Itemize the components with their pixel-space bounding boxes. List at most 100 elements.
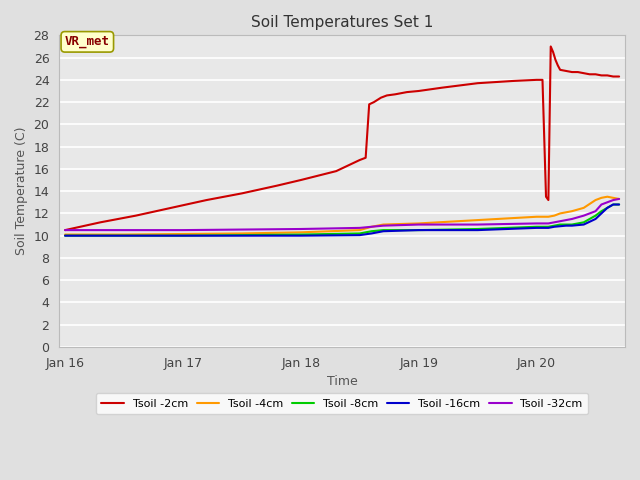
Tsoil -2cm bbox=[592, 72, 600, 77]
Tsoil -2cm bbox=[556, 67, 564, 72]
Tsoil -8cm bbox=[61, 233, 69, 239]
Tsoil -16cm bbox=[615, 202, 623, 207]
Tsoil -32cm bbox=[368, 224, 376, 229]
Tsoil -2cm bbox=[552, 57, 559, 63]
Tsoil -2cm bbox=[615, 73, 623, 79]
Tsoil -2cm bbox=[377, 95, 385, 100]
Tsoil -4cm bbox=[179, 231, 187, 237]
Tsoil -16cm bbox=[539, 225, 547, 231]
Tsoil -2cm bbox=[383, 93, 390, 98]
Tsoil -8cm bbox=[179, 233, 187, 239]
Tsoil -2cm bbox=[356, 157, 364, 163]
Tsoil -16cm bbox=[368, 230, 376, 236]
Tsoil -8cm bbox=[356, 230, 364, 236]
Tsoil -8cm bbox=[550, 223, 558, 228]
Tsoil -2cm bbox=[598, 72, 605, 78]
Tsoil -2cm bbox=[374, 97, 381, 103]
Tsoil -8cm bbox=[532, 224, 540, 229]
Tsoil -32cm bbox=[598, 202, 605, 207]
Tsoil -4cm bbox=[120, 232, 128, 238]
Tsoil -16cm bbox=[545, 225, 552, 231]
Text: VR_met: VR_met bbox=[65, 36, 110, 48]
Tsoil -8cm bbox=[580, 219, 588, 225]
Tsoil -4cm bbox=[380, 222, 387, 228]
Tsoil -8cm bbox=[380, 227, 387, 233]
Line: Tsoil -16cm: Tsoil -16cm bbox=[65, 204, 619, 236]
Tsoil -32cm bbox=[415, 222, 422, 228]
Legend: Tsoil -2cm, Tsoil -4cm, Tsoil -8cm, Tsoil -16cm, Tsoil -32cm: Tsoil -2cm, Tsoil -4cm, Tsoil -8cm, Tsoi… bbox=[96, 393, 588, 414]
Tsoil -32cm bbox=[580, 213, 588, 218]
Tsoil -16cm bbox=[556, 223, 564, 229]
X-axis label: Time: Time bbox=[326, 375, 358, 388]
Tsoil -2cm bbox=[580, 70, 588, 76]
Tsoil -8cm bbox=[556, 222, 564, 228]
Tsoil -4cm bbox=[238, 230, 246, 236]
Tsoil -2cm bbox=[532, 77, 540, 83]
Tsoil -32cm bbox=[592, 208, 600, 214]
Tsoil -4cm bbox=[615, 196, 623, 202]
Tsoil -2cm bbox=[562, 68, 570, 74]
Tsoil -2cm bbox=[554, 62, 562, 68]
Tsoil -16cm bbox=[238, 233, 246, 239]
Tsoil -4cm bbox=[556, 211, 564, 216]
Tsoil -32cm bbox=[238, 227, 246, 232]
Tsoil -2cm bbox=[132, 213, 140, 218]
Tsoil -4cm bbox=[539, 214, 547, 220]
Tsoil -4cm bbox=[545, 214, 552, 220]
Tsoil -8cm bbox=[474, 226, 481, 232]
Tsoil -2cm bbox=[167, 205, 175, 211]
Tsoil -2cm bbox=[362, 155, 369, 161]
Tsoil -32cm bbox=[545, 220, 552, 226]
Tsoil -2cm bbox=[203, 197, 211, 203]
Tsoil -4cm bbox=[609, 195, 617, 201]
Tsoil -2cm bbox=[438, 85, 446, 91]
Tsoil -4cm bbox=[415, 220, 422, 226]
Tsoil -16cm bbox=[592, 216, 600, 222]
Tsoil -2cm bbox=[539, 77, 547, 83]
Tsoil -16cm bbox=[297, 233, 305, 239]
Tsoil -4cm bbox=[604, 194, 611, 200]
Tsoil -8cm bbox=[120, 233, 128, 239]
Tsoil -32cm bbox=[550, 219, 558, 225]
Tsoil -8cm bbox=[415, 227, 422, 233]
Tsoil -16cm bbox=[415, 227, 422, 233]
Tsoil -32cm bbox=[556, 218, 564, 224]
Tsoil -16cm bbox=[580, 222, 588, 228]
Line: Tsoil -32cm: Tsoil -32cm bbox=[65, 199, 619, 230]
Tsoil -32cm bbox=[604, 199, 611, 205]
Tsoil -2cm bbox=[568, 69, 576, 75]
Tsoil -4cm bbox=[368, 224, 376, 229]
Tsoil -8cm bbox=[609, 202, 617, 207]
Tsoil -8cm bbox=[368, 228, 376, 234]
Y-axis label: Soil Temperature (C): Soil Temperature (C) bbox=[15, 127, 28, 255]
Tsoil -2cm bbox=[586, 72, 593, 77]
Tsoil -32cm bbox=[61, 227, 69, 233]
Tsoil -4cm bbox=[598, 195, 605, 201]
Tsoil -8cm bbox=[598, 208, 605, 214]
Tsoil -8cm bbox=[562, 222, 570, 228]
Tsoil -16cm bbox=[474, 227, 481, 233]
Tsoil -4cm bbox=[297, 229, 305, 235]
Tsoil -2cm bbox=[509, 78, 517, 84]
Tsoil -2cm bbox=[415, 88, 422, 94]
Tsoil -32cm bbox=[474, 222, 481, 228]
Tsoil -8cm bbox=[615, 202, 623, 207]
Tsoil -8cm bbox=[592, 213, 600, 218]
Tsoil -32cm bbox=[356, 225, 364, 231]
Tsoil -16cm bbox=[356, 232, 364, 238]
Tsoil -8cm bbox=[539, 224, 547, 229]
Tsoil -16cm bbox=[604, 205, 611, 211]
Tsoil -16cm bbox=[61, 233, 69, 239]
Tsoil -2cm bbox=[549, 49, 557, 55]
Tsoil -32cm bbox=[297, 226, 305, 232]
Tsoil -2cm bbox=[609, 73, 617, 79]
Tsoil -2cm bbox=[604, 72, 611, 78]
Title: Soil Temperatures Set 1: Soil Temperatures Set 1 bbox=[251, 15, 433, 30]
Tsoil -2cm bbox=[397, 90, 405, 96]
Tsoil -16cm bbox=[609, 202, 617, 207]
Tsoil -2cm bbox=[547, 44, 555, 49]
Tsoil -16cm bbox=[532, 225, 540, 231]
Tsoil -8cm bbox=[238, 232, 246, 238]
Tsoil -2cm bbox=[391, 92, 399, 97]
Line: Tsoil -8cm: Tsoil -8cm bbox=[65, 204, 619, 236]
